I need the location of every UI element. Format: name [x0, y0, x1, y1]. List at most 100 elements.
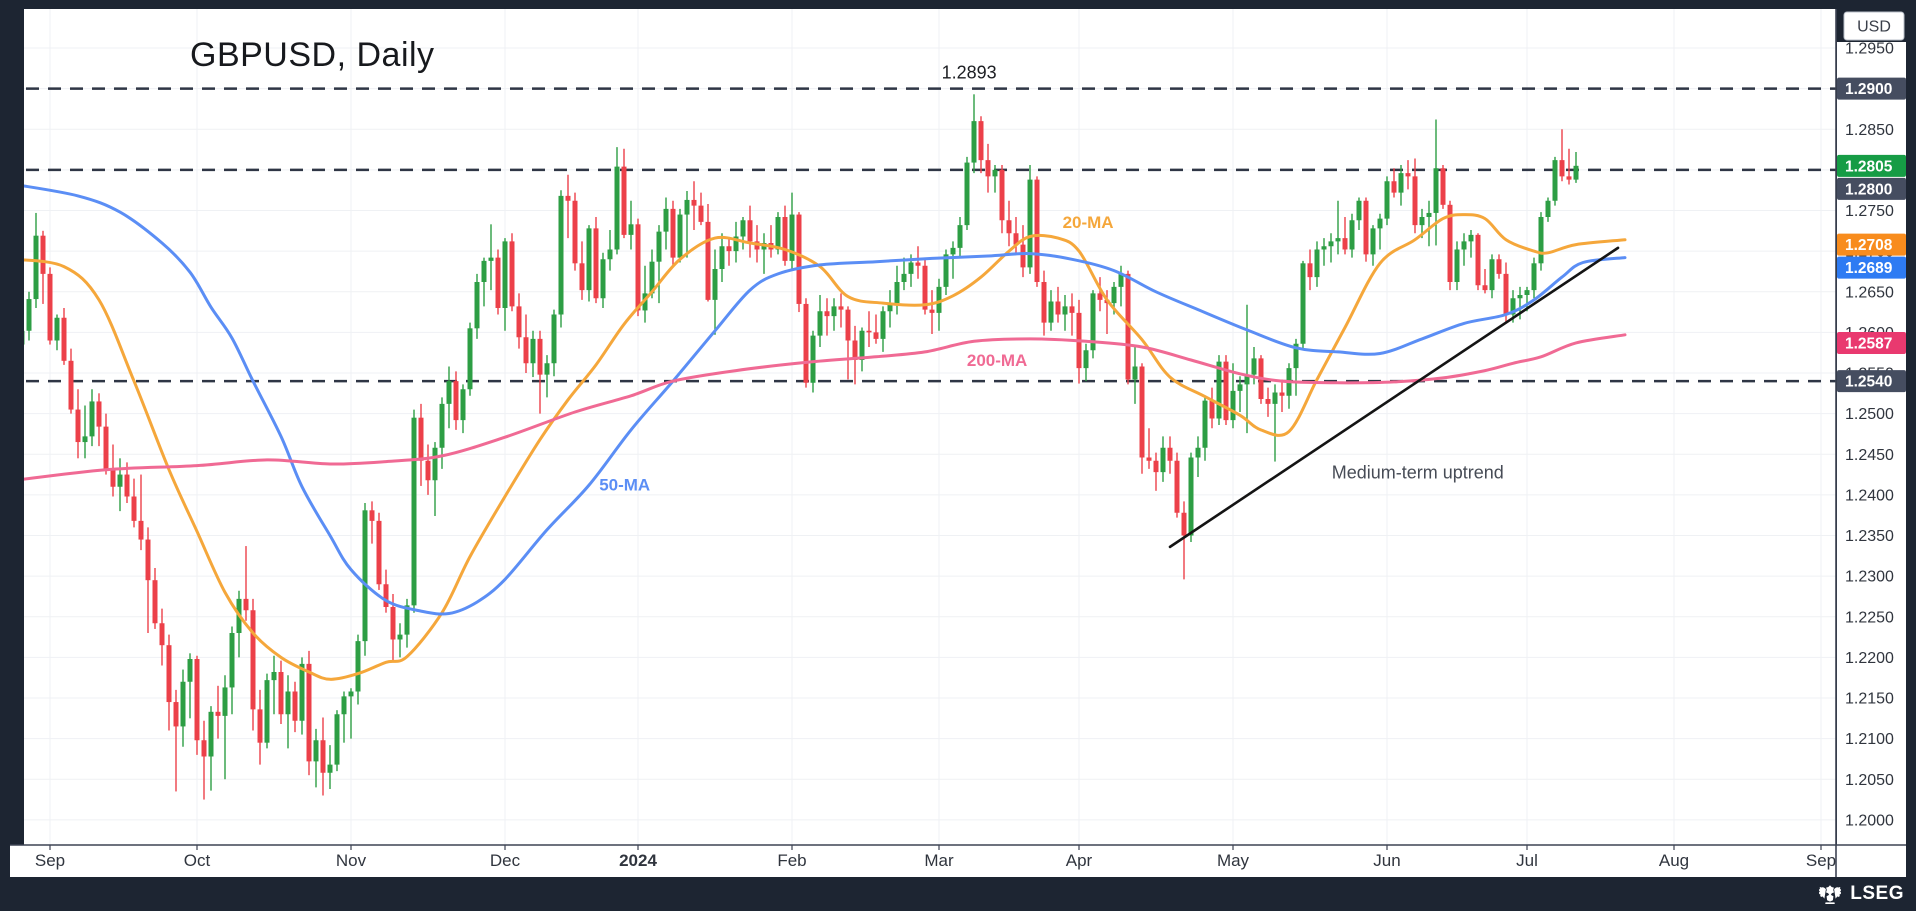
candle[interactable]: [460, 384, 466, 434]
candle[interactable]: [208, 706, 214, 791]
candle[interactable]: [173, 689, 179, 792]
candle[interactable]: [670, 200, 676, 266]
ma-line-20-ma[interactable]: [15, 213, 1627, 681]
candle[interactable]: [131, 478, 137, 528]
candle[interactable]: [313, 728, 319, 788]
candle[interactable]: [1335, 200, 1341, 255]
candle[interactable]: [621, 148, 627, 239]
candle[interactable]: [586, 225, 592, 302]
candle[interactable]: [558, 190, 564, 328]
candle[interactable]: [1482, 269, 1488, 294]
candle[interactable]: [1321, 238, 1327, 266]
candle[interactable]: [1209, 387, 1215, 429]
candle[interactable]: [1440, 165, 1446, 209]
candle[interactable]: [222, 675, 228, 780]
candle[interactable]: [1006, 200, 1012, 247]
candle[interactable]: [1377, 213, 1383, 250]
candle[interactable]: [1461, 233, 1467, 266]
candle[interactable]: [40, 230, 46, 304]
candle[interactable]: [677, 208, 683, 263]
candle[interactable]: [1034, 176, 1040, 287]
candle[interactable]: [201, 720, 207, 800]
candle[interactable]: [355, 634, 361, 705]
candle[interactable]: [271, 655, 277, 715]
candle[interactable]: [103, 413, 109, 475]
candle[interactable]: [1083, 343, 1089, 382]
candle[interactable]: [663, 197, 669, 250]
candle[interactable]: [698, 192, 704, 226]
candle[interactable]: [1223, 355, 1229, 425]
candle[interactable]: [1405, 160, 1411, 190]
candle[interactable]: [1146, 428, 1152, 469]
candle[interactable]: [453, 371, 459, 430]
candle[interactable]: [873, 314, 879, 344]
candle[interactable]: [565, 174, 571, 239]
candle[interactable]: [635, 218, 641, 317]
candlestick-series[interactable]: [20, 94, 1579, 800]
candle[interactable]: [656, 225, 662, 304]
candle[interactable]: [733, 221, 739, 263]
candle[interactable]: [481, 257, 487, 307]
candle[interactable]: [1265, 387, 1271, 417]
candle[interactable]: [1160, 436, 1166, 482]
candle[interactable]: [1097, 277, 1103, 312]
candle[interactable]: [320, 717, 326, 796]
candle[interactable]: [971, 94, 977, 174]
candle[interactable]: [1244, 304, 1250, 434]
candle[interactable]: [215, 685, 221, 739]
candle[interactable]: [789, 192, 795, 269]
candle[interactable]: [544, 355, 550, 398]
candle[interactable]: [1531, 257, 1537, 299]
candle[interactable]: [964, 156, 970, 230]
candle[interactable]: [250, 598, 256, 731]
candle[interactable]: [600, 252, 606, 308]
candle[interactable]: [327, 745, 333, 789]
candle[interactable]: [1503, 262, 1509, 323]
candle[interactable]: [425, 444, 431, 495]
candle[interactable]: [992, 165, 998, 193]
candle[interactable]: [26, 291, 32, 341]
candle[interactable]: [1552, 156, 1558, 206]
candle[interactable]: [572, 192, 578, 271]
candle[interactable]: [859, 327, 865, 372]
candle[interactable]: [383, 569, 389, 613]
candle[interactable]: [1314, 241, 1320, 287]
candle[interactable]: [20, 326, 25, 365]
candle[interactable]: [901, 257, 907, 291]
candle[interactable]: [1391, 168, 1397, 198]
candle[interactable]: [705, 204, 711, 302]
candle[interactable]: [1468, 230, 1474, 258]
candle[interactable]: [1300, 260, 1306, 349]
candle[interactable]: [936, 278, 942, 331]
candle[interactable]: [1195, 436, 1201, 477]
candle[interactable]: [75, 389, 81, 459]
candle[interactable]: [1349, 213, 1355, 258]
candle[interactable]: [537, 330, 543, 414]
candle[interactable]: [306, 650, 312, 776]
candle[interactable]: [187, 653, 193, 719]
candle[interactable]: [782, 205, 788, 266]
candle[interactable]: [1279, 379, 1285, 413]
candle[interactable]: [1342, 217, 1348, 255]
candle[interactable]: [887, 290, 893, 328]
candle[interactable]: [740, 217, 746, 250]
candle[interactable]: [334, 710, 340, 772]
candle[interactable]: [950, 241, 956, 279]
candle[interactable]: [495, 249, 501, 315]
candle[interactable]: [1013, 217, 1019, 255]
candle[interactable]: [1573, 152, 1579, 183]
candle[interactable]: [1230, 363, 1236, 429]
candle[interactable]: [278, 660, 284, 724]
candle[interactable]: [362, 503, 368, 656]
candle[interactable]: [1559, 129, 1565, 182]
candle[interactable]: [712, 249, 718, 335]
candle[interactable]: [1041, 270, 1047, 336]
candle[interactable]: [607, 230, 613, 271]
candle[interactable]: [229, 626, 235, 715]
candle[interactable]: [432, 442, 438, 516]
candle[interactable]: [880, 306, 886, 352]
candle[interactable]: [957, 217, 963, 258]
candle[interactable]: [824, 298, 830, 336]
candle[interactable]: [68, 348, 74, 414]
candle[interactable]: [1384, 176, 1390, 226]
